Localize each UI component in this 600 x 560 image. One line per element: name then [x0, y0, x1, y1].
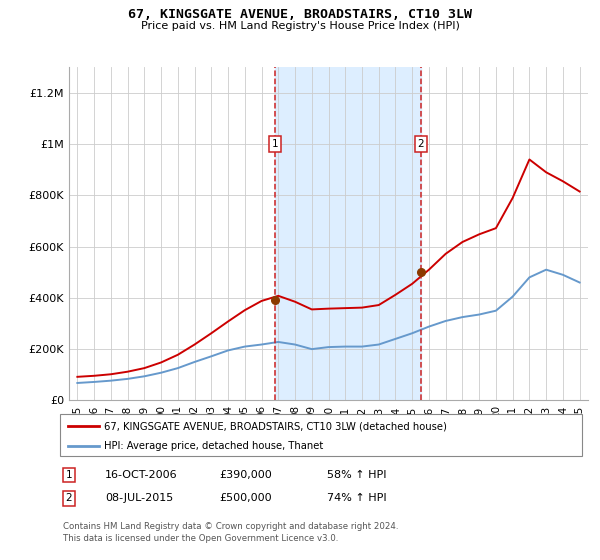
Text: £500,000: £500,000 — [219, 493, 272, 503]
Text: 1: 1 — [65, 470, 73, 480]
Text: 58% ↑ HPI: 58% ↑ HPI — [327, 470, 386, 480]
Text: 2: 2 — [418, 139, 424, 149]
Text: 74% ↑ HPI: 74% ↑ HPI — [327, 493, 386, 503]
Text: £390,000: £390,000 — [219, 470, 272, 480]
Text: 67, KINGSGATE AVENUE, BROADSTAIRS, CT10 3LW: 67, KINGSGATE AVENUE, BROADSTAIRS, CT10 … — [128, 8, 472, 21]
Text: Contains HM Land Registry data © Crown copyright and database right 2024.
This d: Contains HM Land Registry data © Crown c… — [63, 522, 398, 543]
Bar — [275, 67, 421, 400]
Text: 16-OCT-2006: 16-OCT-2006 — [105, 470, 178, 480]
Text: HPI: Average price, detached house, Thanet: HPI: Average price, detached house, Than… — [104, 441, 323, 451]
Text: Price paid vs. HM Land Registry's House Price Index (HPI): Price paid vs. HM Land Registry's House … — [140, 21, 460, 31]
Text: 08-JUL-2015: 08-JUL-2015 — [105, 493, 173, 503]
Text: 67, KINGSGATE AVENUE, BROADSTAIRS, CT10 3LW (detached house): 67, KINGSGATE AVENUE, BROADSTAIRS, CT10 … — [104, 421, 447, 431]
Text: 2: 2 — [65, 493, 73, 503]
Text: 1: 1 — [271, 139, 278, 149]
